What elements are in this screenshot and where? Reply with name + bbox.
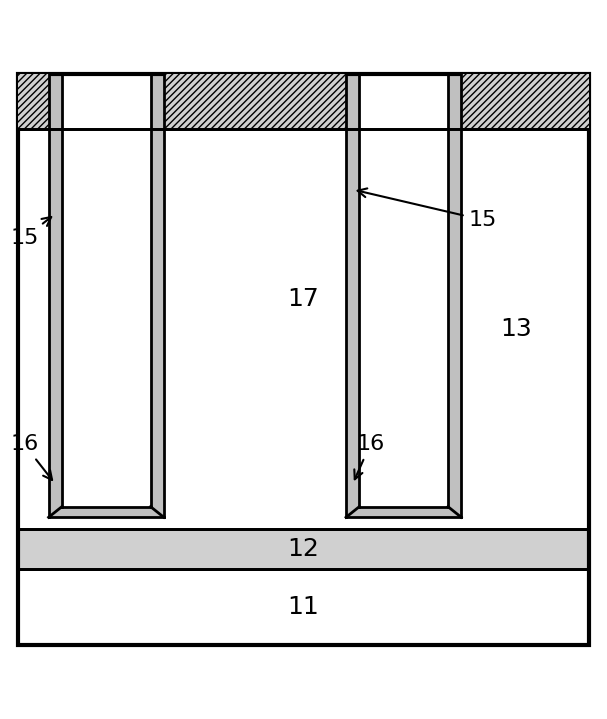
FancyBboxPatch shape bbox=[18, 569, 589, 645]
Bar bbox=[346, 507, 461, 517]
Text: 17: 17 bbox=[288, 287, 319, 311]
FancyBboxPatch shape bbox=[346, 74, 461, 517]
Bar bbox=[49, 74, 62, 517]
Bar bbox=[461, 74, 589, 129]
Text: 13: 13 bbox=[500, 317, 532, 341]
FancyBboxPatch shape bbox=[18, 129, 589, 529]
Text: 16: 16 bbox=[354, 434, 384, 480]
Bar bbox=[359, 74, 448, 507]
Text: 16: 16 bbox=[10, 434, 52, 480]
FancyBboxPatch shape bbox=[49, 74, 164, 517]
Bar bbox=[164, 74, 346, 129]
Text: 11: 11 bbox=[288, 595, 319, 619]
Bar bbox=[151, 74, 164, 517]
Text: 15: 15 bbox=[358, 188, 497, 230]
FancyBboxPatch shape bbox=[18, 74, 589, 129]
Bar bbox=[346, 74, 359, 517]
FancyBboxPatch shape bbox=[18, 529, 589, 569]
Bar bbox=[62, 74, 151, 507]
Text: 12: 12 bbox=[288, 537, 319, 562]
Bar bbox=[448, 74, 461, 517]
Bar bbox=[49, 507, 164, 517]
Text: 15: 15 bbox=[10, 217, 51, 248]
Bar bbox=[18, 74, 49, 129]
